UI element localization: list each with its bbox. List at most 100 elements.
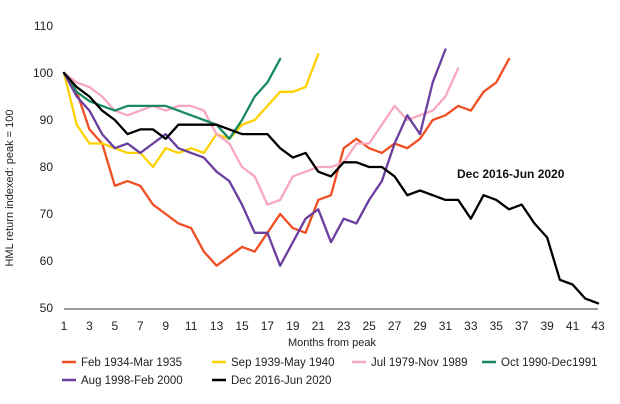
data-point xyxy=(469,217,472,220)
data-point xyxy=(393,142,396,145)
series-layer xyxy=(62,48,600,305)
data-point xyxy=(368,166,371,168)
data-point xyxy=(241,133,243,136)
data-point xyxy=(152,128,154,131)
data-point xyxy=(368,199,371,201)
x-tick-label: 33 xyxy=(464,319,478,333)
data-point xyxy=(457,199,460,201)
data-point xyxy=(291,227,294,230)
data-point xyxy=(228,128,231,131)
data-point xyxy=(164,213,167,215)
data-point xyxy=(190,114,193,117)
x-tick-label: 43 xyxy=(591,319,605,333)
data-point xyxy=(101,142,104,145)
data-point xyxy=(190,105,193,107)
data-point xyxy=(355,161,358,164)
data-point xyxy=(355,142,358,145)
data-point xyxy=(253,119,256,121)
x-axis-label: Months from peak xyxy=(288,337,377,349)
x-tick-label: 7 xyxy=(137,319,144,333)
data-point xyxy=(152,203,154,206)
data-point xyxy=(304,170,307,173)
data-point xyxy=(419,189,421,192)
x-tick-label: 21 xyxy=(312,319,326,333)
data-point xyxy=(558,278,561,281)
legend-label: Aug 1998-Feb 2000 xyxy=(81,375,183,387)
data-point xyxy=(482,194,485,197)
data-point xyxy=(228,137,231,140)
data-point xyxy=(266,81,269,84)
data-point xyxy=(279,147,282,150)
data-point xyxy=(533,222,536,225)
data-point xyxy=(202,109,205,112)
data-point xyxy=(241,119,243,121)
data-point xyxy=(177,109,180,112)
x-tick-label: 23 xyxy=(337,319,351,333)
data-point xyxy=(241,166,243,168)
data-point xyxy=(317,208,320,211)
data-point xyxy=(431,81,434,84)
data-point xyxy=(406,114,409,117)
data-point xyxy=(406,194,409,197)
x-tick-label: 11 xyxy=(185,319,198,333)
data-point xyxy=(393,105,396,107)
data-point xyxy=(126,180,129,183)
data-point xyxy=(139,152,142,154)
data-point xyxy=(75,86,78,88)
x-tick-label: 17 xyxy=(261,319,275,333)
y-tick-label: 110 xyxy=(34,19,53,33)
data-point xyxy=(202,156,205,159)
data-point xyxy=(88,128,91,131)
data-point xyxy=(406,147,409,150)
data-point xyxy=(202,119,205,121)
data-point xyxy=(279,213,282,215)
data-point xyxy=(190,123,193,126)
x-tick-label: 31 xyxy=(439,319,453,333)
data-point xyxy=(126,114,129,117)
data-point xyxy=(330,241,332,244)
x-tick-label: 1 xyxy=(61,319,68,333)
data-point xyxy=(202,250,205,253)
data-point xyxy=(241,246,243,248)
data-point xyxy=(202,152,205,154)
x-tick-label: 29 xyxy=(413,319,427,333)
data-point xyxy=(431,119,434,121)
data-point xyxy=(508,58,510,60)
data-point xyxy=(291,175,294,178)
data-point xyxy=(444,48,447,51)
series-group xyxy=(62,67,460,206)
data-point xyxy=(495,199,498,201)
data-point xyxy=(419,133,421,136)
data-point xyxy=(215,123,218,126)
data-point xyxy=(228,255,231,258)
data-point xyxy=(126,105,129,107)
legend-label: Oct 1990-Dec1991 xyxy=(501,357,598,369)
data-point xyxy=(101,95,104,98)
data-point xyxy=(190,227,193,230)
data-point xyxy=(279,199,282,201)
data-point xyxy=(253,175,256,178)
data-point xyxy=(126,142,129,145)
data-point xyxy=(177,147,180,150)
data-point xyxy=(444,199,447,201)
data-point xyxy=(88,86,91,88)
data-point xyxy=(253,95,256,98)
data-point xyxy=(266,203,269,206)
data-point xyxy=(190,152,193,154)
y-tick-label: 50 xyxy=(40,301,54,315)
data-point xyxy=(75,90,78,93)
data-point xyxy=(101,105,104,107)
data-point xyxy=(139,105,142,107)
data-point xyxy=(88,100,91,103)
data-point xyxy=(88,109,91,112)
x-axis: 1 3 5 7 9 11 13 15 17 19 21 23 25 27 29 31 33 35 37 39 41 43 xyxy=(61,308,605,333)
series-line xyxy=(62,57,511,267)
series-group xyxy=(62,71,600,305)
x-tick-label: 9 xyxy=(162,319,169,333)
data-point xyxy=(177,222,180,225)
data-point xyxy=(279,264,282,267)
data-point xyxy=(253,250,256,253)
data-point xyxy=(584,297,587,300)
x-tick-label: 5 xyxy=(112,319,119,333)
